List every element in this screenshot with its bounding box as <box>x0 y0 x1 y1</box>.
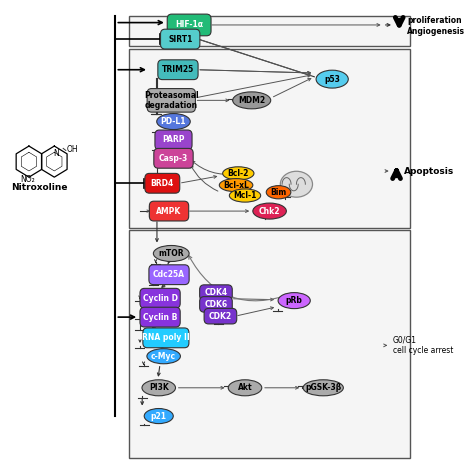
FancyBboxPatch shape <box>140 288 180 308</box>
Text: SIRT1: SIRT1 <box>168 35 192 44</box>
Text: Mcl-1: Mcl-1 <box>233 191 257 200</box>
FancyBboxPatch shape <box>140 307 180 327</box>
Ellipse shape <box>223 167 254 180</box>
Text: pRb: pRb <box>286 296 302 305</box>
Text: p53: p53 <box>324 74 340 83</box>
Text: CDK6: CDK6 <box>204 300 228 309</box>
Bar <box>129 16 410 46</box>
Ellipse shape <box>316 70 348 88</box>
Text: RNA poly II: RNA poly II <box>142 333 190 342</box>
Ellipse shape <box>144 409 173 424</box>
FancyBboxPatch shape <box>149 201 189 221</box>
Ellipse shape <box>233 92 271 109</box>
Text: Akt: Akt <box>237 383 252 392</box>
Text: mTOR: mTOR <box>158 249 184 258</box>
Text: CDK2: CDK2 <box>209 312 232 321</box>
Text: p21: p21 <box>151 411 167 420</box>
Ellipse shape <box>147 349 181 364</box>
Text: CDK4: CDK4 <box>204 288 228 297</box>
FancyBboxPatch shape <box>145 173 180 193</box>
Text: N: N <box>53 148 59 157</box>
Ellipse shape <box>266 186 291 199</box>
FancyBboxPatch shape <box>149 265 189 284</box>
Ellipse shape <box>278 292 310 309</box>
Text: Cdc25A: Cdc25A <box>153 270 185 279</box>
Ellipse shape <box>157 114 190 129</box>
Text: Cyclin D: Cyclin D <box>143 294 178 303</box>
Ellipse shape <box>228 380 262 396</box>
Ellipse shape <box>253 203 286 219</box>
Text: BRD4: BRD4 <box>151 179 174 188</box>
Ellipse shape <box>154 246 189 262</box>
Text: PARP: PARP <box>162 136 185 145</box>
Text: G0/G1
cell cycle arrest: G0/G1 cell cycle arrest <box>392 336 453 355</box>
Text: pGSK-3β: pGSK-3β <box>305 383 341 392</box>
Text: PI3K: PI3K <box>149 383 169 392</box>
Text: Nitroxoline: Nitroxoline <box>11 183 68 192</box>
Text: Bcl-xL: Bcl-xL <box>223 181 249 190</box>
Ellipse shape <box>142 380 175 396</box>
Text: proliferation
Angiogenesis: proliferation Angiogenesis <box>407 16 465 36</box>
Ellipse shape <box>219 179 253 192</box>
Text: Apoptosis: Apoptosis <box>404 166 454 175</box>
FancyBboxPatch shape <box>147 89 195 112</box>
FancyBboxPatch shape <box>167 14 211 36</box>
Text: c-Myc: c-Myc <box>151 352 176 361</box>
Ellipse shape <box>229 189 261 202</box>
Text: MDM2: MDM2 <box>238 96 265 105</box>
Text: OH: OH <box>67 146 79 155</box>
Text: Chk2: Chk2 <box>259 207 280 216</box>
Bar <box>129 48 410 228</box>
Text: AMPK: AMPK <box>156 207 182 216</box>
Text: Proteasomal
degradation: Proteasomal degradation <box>144 91 199 109</box>
Text: Cyclin B: Cyclin B <box>143 313 177 321</box>
FancyBboxPatch shape <box>204 309 237 324</box>
FancyBboxPatch shape <box>158 60 198 80</box>
Text: Bim: Bim <box>270 188 287 197</box>
Text: HIF-1α: HIF-1α <box>175 20 203 29</box>
FancyBboxPatch shape <box>161 29 200 49</box>
Text: NO₂: NO₂ <box>20 175 35 184</box>
FancyBboxPatch shape <box>143 328 189 348</box>
FancyBboxPatch shape <box>200 285 232 301</box>
Text: Casp-3: Casp-3 <box>159 154 188 163</box>
FancyBboxPatch shape <box>154 148 193 168</box>
FancyBboxPatch shape <box>200 297 232 312</box>
Text: TRIM25: TRIM25 <box>162 65 194 74</box>
Text: Bcl-2: Bcl-2 <box>228 169 249 178</box>
Text: PD-L1: PD-L1 <box>161 117 186 126</box>
Bar <box>129 230 410 458</box>
FancyBboxPatch shape <box>155 130 192 150</box>
Ellipse shape <box>280 171 312 197</box>
Ellipse shape <box>303 380 343 396</box>
